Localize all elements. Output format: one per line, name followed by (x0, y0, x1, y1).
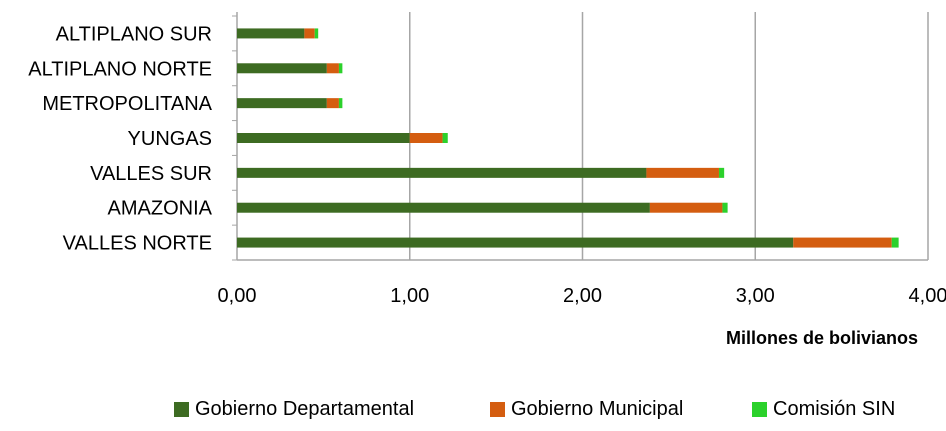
category-labels: ALTIPLANO SUR ALTIPLANO NORTE METROPOLITAN… (28, 23, 212, 254)
bar-segment (237, 98, 327, 109)
bar-segment (718, 167, 725, 178)
gridlines (409, 12, 929, 260)
category-label: AMAZONIA (108, 198, 213, 220)
x-tick-labels: 0,00 1,00 2,00 3,00 4,00 (218, 285, 946, 307)
legend-swatch-comision-sin (752, 402, 767, 417)
bar-segment (237, 133, 410, 143)
category-label: METROPOLITANA (42, 93, 212, 115)
x-tick-label: 3,00 (736, 285, 775, 307)
legend-item-gobierno-municipal: Gobierno Municipal (490, 398, 683, 421)
x-tick-label: 0,00 (218, 285, 257, 307)
bar-segment (442, 133, 448, 143)
x-tick-label: 2,00 (563, 285, 602, 307)
bar-segment (646, 167, 719, 178)
bar-segment (722, 202, 728, 213)
bar-segment (237, 202, 650, 213)
legend-label-comision-sin: Comisión SIN (773, 398, 896, 420)
category-label: VALLES SUR (90, 163, 212, 185)
legend-swatch-municipal (490, 402, 505, 417)
category-label: ALTIPLANO NORTE (28, 58, 212, 80)
bar-segment (237, 63, 327, 74)
category-label: ALTIPLANO SUR (56, 23, 212, 45)
legend-item-comision-sin: Comisión SIN (752, 398, 895, 421)
bar-segment (409, 133, 443, 143)
bar-segment (338, 98, 343, 109)
bar-segment (649, 202, 723, 213)
legend-item-gobierno-departamental: Gobierno Departamental (174, 398, 414, 421)
bar-segment (326, 63, 339, 74)
bars (237, 28, 899, 248)
category-label: VALLES NORTE (63, 233, 212, 255)
bar-segment (891, 237, 899, 248)
bar-segment (304, 28, 315, 39)
bar-segment (237, 167, 647, 178)
bar-segment (326, 98, 339, 109)
x-axis-title: Millones de bolivianos (726, 328, 918, 348)
legend: Gobierno Departamental Gobierno Municipa… (0, 398, 946, 428)
x-tick-label: 4,00 (909, 285, 946, 307)
bar-segment (793, 237, 892, 248)
legend-swatch-departamental (174, 402, 189, 417)
bar-segment (338, 63, 343, 74)
bar-segment (237, 28, 305, 39)
bar-segment (237, 237, 794, 248)
legend-label-municipal: Gobierno Municipal (511, 398, 684, 420)
category-label: YUNGAS (128, 128, 212, 150)
legend-label-departamental: Gobierno Departamental (195, 398, 415, 420)
x-tick-label: 1,00 (390, 285, 429, 307)
bar-segment (314, 28, 319, 39)
